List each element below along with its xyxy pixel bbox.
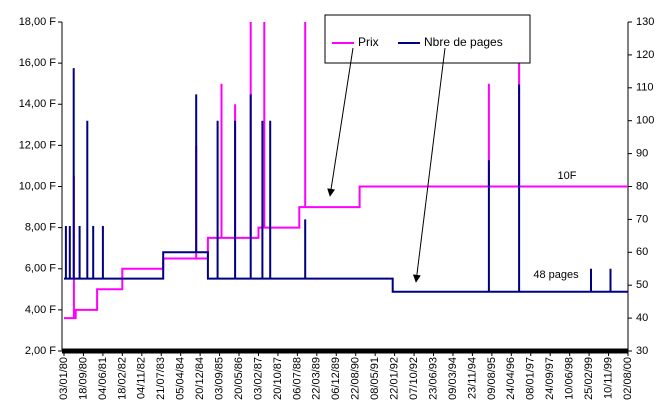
x-tick-label: 10/06/98 (564, 357, 576, 400)
x-tick-label: 09/08/95 (486, 357, 498, 400)
y-tick-label: 18,00 F (19, 16, 57, 28)
x-tick-label: 02/08/00 (622, 357, 634, 400)
y-tick-label: 8,00 F (25, 222, 56, 234)
y2-tick-label: 100 (636, 115, 654, 127)
y-tick-label: 12,00 F (19, 139, 57, 151)
plot-area: 2,00 F 4,00 F 6,00 F 8,00 F 10,00 F 12,00 F 14… (19, 16, 655, 400)
x-tick-label: 22/03/89 (311, 357, 323, 400)
x-tick-label: 23/11/94 (466, 357, 478, 399)
x-tick-label: 06/12/89 (330, 357, 342, 400)
y-tick-label: 4,00 F (25, 304, 56, 316)
y-tick-label: 16,00 F (19, 57, 57, 69)
x-tick-label: 05/04/84 (175, 357, 187, 400)
x-tick-label: 24/04/96 (505, 357, 517, 400)
y2-tick-label: 70 (636, 213, 648, 225)
x-tick-label: 03/01/80 (58, 357, 70, 400)
x-tick-label: 22/01/92 (389, 357, 401, 400)
x-tick-label: 20/12/84 (194, 357, 206, 400)
x-tick-label: 18/02/82 (116, 357, 128, 400)
legend-box (324, 14, 531, 64)
x-tick-label: 09/03/94 (447, 357, 459, 400)
y2-tick-label: 50 (636, 279, 648, 291)
y2-tick-label: 80 (636, 180, 648, 192)
x-tick-label: 20/05/86 (233, 357, 245, 400)
x-tick-label: 23/06/93 (427, 357, 439, 400)
y-tick-label: 2,00 F (25, 345, 56, 357)
x-tick-label: 24/09/97 (544, 357, 556, 400)
legend-label: Prix (358, 35, 379, 49)
y2-tick-label: 130 (636, 16, 654, 28)
x-tick-label: 04/06/81 (97, 357, 109, 400)
x-tick-label: 10/11/99 (602, 357, 614, 399)
y-tick-label: 10,00 F (19, 180, 57, 192)
x-tick-label: 25/02/99 (583, 357, 595, 400)
x-tick-label: 22/08/90 (350, 357, 362, 400)
arrow (412, 47, 446, 283)
x-tick-label: 08/01/97 (525, 357, 537, 400)
x-tick-label: 06/07/88 (291, 357, 303, 400)
y2-tick-label: 60 (636, 246, 648, 258)
x-tick-label: 07/10/92 (408, 357, 420, 400)
x-tick-label: 08/05/91 (369, 357, 381, 400)
x-tick-label: 20/10/87 (272, 357, 284, 400)
legend: Prix Nbre de pages (332, 35, 503, 49)
y2-tick-label: 110 (636, 82, 654, 94)
x-tick-label: 03/09/85 (213, 357, 225, 400)
y2-tick-label: 40 (636, 312, 648, 324)
arrow (327, 47, 354, 197)
series-line (64, 68, 628, 293)
x-tick-label: 21/07/83 (155, 357, 167, 400)
annotation: 48 pages (533, 269, 579, 281)
y2-tick-label: 120 (636, 49, 654, 61)
x-tick-label: 04/11/82 (136, 357, 148, 399)
annotation: 10F (558, 170, 577, 182)
y2-tick-label: 30 (636, 345, 648, 357)
legend-label: Nbre de pages (424, 35, 503, 49)
x-tick-label: 18/09/80 (77, 357, 89, 400)
y2-tick-label: 90 (636, 148, 648, 160)
y-tick-label: 6,00 F (25, 263, 56, 275)
x-tick-label: 03/02/87 (252, 357, 264, 400)
y-tick-label: 14,00 F (19, 98, 57, 110)
